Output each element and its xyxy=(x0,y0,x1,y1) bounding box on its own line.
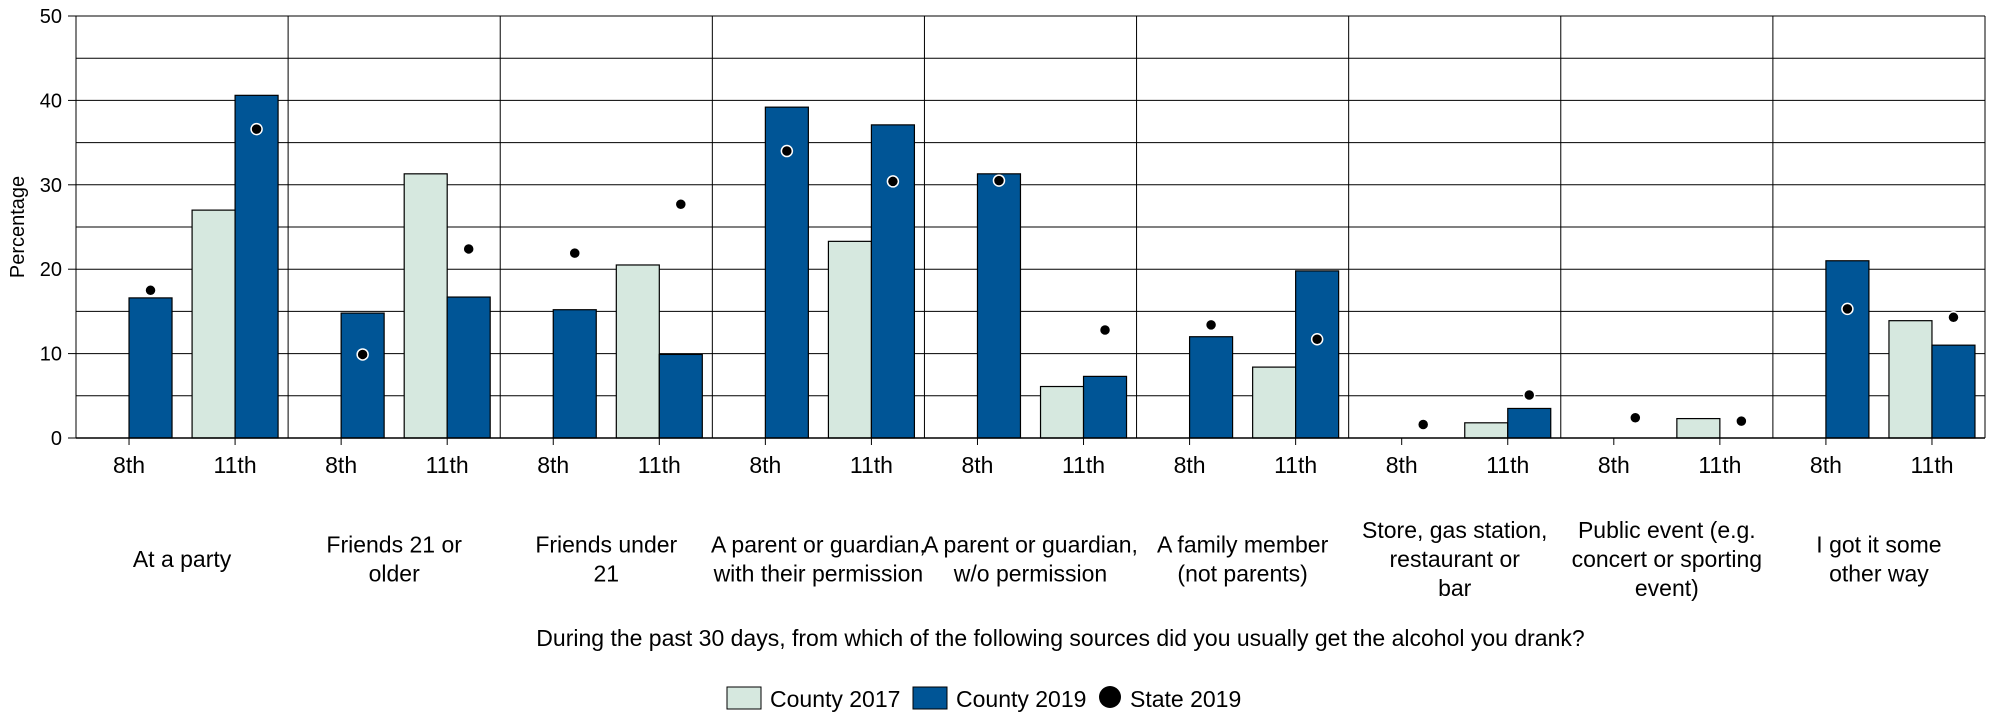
bar-county-2017 xyxy=(191,209,236,439)
group-label: with their permission xyxy=(713,561,924,587)
group-label: A family member xyxy=(1157,532,1329,558)
bar-county-2019 xyxy=(1931,344,1976,439)
bar-county-2019 xyxy=(234,94,279,439)
bar-county-2017 xyxy=(615,264,660,439)
y-tick-label: 0 xyxy=(51,428,62,450)
group-label: (not parents) xyxy=(1177,561,1307,587)
dot-state-2019 xyxy=(144,284,157,297)
grade-label: 8th xyxy=(961,452,993,478)
y-tick-label: 10 xyxy=(40,344,62,366)
bar-county-2017 xyxy=(827,240,873,439)
grade-label: 11th xyxy=(638,452,681,478)
group-label: older xyxy=(369,561,420,587)
dot-state-2019 xyxy=(1629,411,1642,424)
dot-state-2019 xyxy=(1735,414,1748,428)
group-label: At a party xyxy=(133,546,232,572)
legend-swatch-county-2017 xyxy=(726,686,762,710)
group-label: 21 xyxy=(593,561,619,587)
legend-label: State 2019 xyxy=(1130,686,1241,712)
dot-state-2019 xyxy=(1204,318,1218,332)
grade-label: 11th xyxy=(214,452,257,478)
y-tick-label: 40 xyxy=(40,90,62,112)
group-label: restaurant or xyxy=(1390,546,1521,572)
dot-state-2019 xyxy=(250,122,263,136)
dot-state-2019 xyxy=(886,175,900,188)
bar-county-2017 xyxy=(1039,385,1085,439)
group-label: I got it some xyxy=(1816,532,1941,558)
dot-state-2019 xyxy=(1310,333,1324,346)
dot-state-2019 xyxy=(1947,311,1960,324)
bar-county-2019 xyxy=(1507,407,1552,439)
grade-label: 8th xyxy=(113,452,145,478)
group-label: Friends under xyxy=(535,532,677,558)
bar-county-2017 xyxy=(403,173,448,439)
group-label: bar xyxy=(1438,575,1472,601)
grade-label: 11th xyxy=(1698,452,1741,478)
group-label: Store, gas station, xyxy=(1362,517,1547,543)
dot-state-2019 xyxy=(568,246,581,260)
bar-county-2019 xyxy=(870,124,916,439)
bar-county-2019 xyxy=(446,296,491,439)
bar-county-2019 xyxy=(128,297,173,439)
group-label: other way xyxy=(1829,561,1929,587)
legend-label: County 2019 xyxy=(956,686,1086,712)
grade-label: 11th xyxy=(1062,452,1105,478)
legend-swatch-state-2019 xyxy=(1099,686,1121,708)
bar-county-2019 xyxy=(976,173,1022,439)
grade-label: 8th xyxy=(1174,452,1206,478)
grade-label: 11th xyxy=(426,452,469,478)
bar-county-2019 xyxy=(1825,260,1870,439)
bar-county-2019 xyxy=(764,106,809,439)
grade-label: 8th xyxy=(1810,452,1842,478)
bar-county-2019 xyxy=(658,353,703,439)
bar-county-2019 xyxy=(552,309,597,439)
x-axis-title: During the past 30 days, from which of t… xyxy=(536,625,1584,651)
grade-label: 11th xyxy=(1486,452,1529,478)
dot-state-2019 xyxy=(462,242,475,256)
grade-label: 11th xyxy=(1274,452,1317,478)
bar-county-2019 xyxy=(1188,336,1234,439)
bar-county-2017 xyxy=(1676,417,1721,439)
grade-label: 8th xyxy=(749,452,781,478)
dot-state-2019 xyxy=(992,174,1006,187)
grade-label: 8th xyxy=(1386,452,1418,478)
dot-state-2019 xyxy=(1098,323,1112,337)
grade-label: 8th xyxy=(537,452,569,478)
y-tick-label: 30 xyxy=(40,175,62,197)
grade-label: 8th xyxy=(325,452,357,478)
y-tick-label: 50 xyxy=(40,6,62,28)
grade-label: 8th xyxy=(1598,452,1630,478)
bar-county-2019 xyxy=(340,312,385,439)
y-axis-title: Percentage xyxy=(7,176,29,278)
bar-county-2019 xyxy=(1295,270,1340,439)
grade-label: 11th xyxy=(1910,452,1953,478)
group-label: Friends 21 or xyxy=(326,532,462,558)
bar-county-2017 xyxy=(1252,366,1297,439)
bar-county-2017 xyxy=(1888,320,1933,439)
group-label: event) xyxy=(1635,575,1699,601)
dot-state-2019 xyxy=(674,197,688,211)
dot-state-2019 xyxy=(1416,418,1430,431)
group-label: w/o permission xyxy=(953,561,1107,587)
grade-label: 11th xyxy=(850,452,893,478)
dot-state-2019 xyxy=(1523,388,1536,402)
dot-state-2019 xyxy=(1841,302,1854,316)
legend-label: County 2017 xyxy=(770,686,900,712)
dot-state-2019 xyxy=(356,348,369,361)
bar-county-2017 xyxy=(1464,422,1509,439)
y-tick-label: 20 xyxy=(40,259,62,281)
group-label: Public event (e.g. xyxy=(1578,517,1756,543)
bar-county-2019 xyxy=(1082,375,1128,439)
dot-state-2019 xyxy=(780,144,794,158)
group-label: A parent or guardian, xyxy=(711,532,926,558)
group-label: A parent or guardian, xyxy=(923,532,1138,558)
legend-swatch-county-2019 xyxy=(912,686,948,710)
group-label: concert or sporting xyxy=(1572,546,1762,572)
